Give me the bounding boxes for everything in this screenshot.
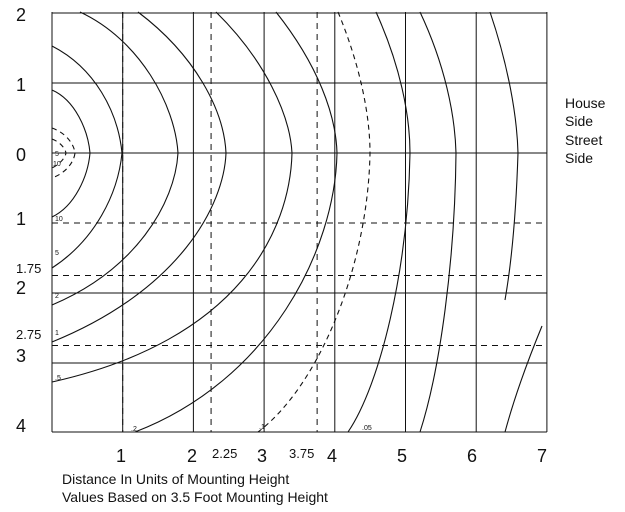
y-label-0: 0 (16, 145, 26, 165)
y-label-3: 3 (16, 346, 26, 366)
x-label-3-75: 3.75 (289, 446, 314, 461)
x-label-6: 6 (467, 446, 477, 466)
caption-line2: Values Based on 3.5 Foot Mounting Height (62, 489, 328, 505)
isolux-curves (51, 11, 543, 433)
isoline-05 (51, 11, 293, 383)
x-label-2-25: 2.25 (212, 446, 237, 461)
house-side-line2: Side (565, 113, 593, 129)
x-label-5: 5 (397, 446, 407, 466)
house-side-line1: House (565, 95, 606, 111)
isoline-outer-2 (489, 11, 519, 301)
isoline-02 (134, 11, 338, 433)
y-label-1: 1 (16, 209, 26, 229)
isoline-label-1: 1 (55, 330, 59, 337)
isoline-label-02: .2 (131, 426, 137, 433)
y-axis-labels: 2 1 0 1 1.75 2 2.75 3 4 (16, 5, 41, 436)
isoline-label-005: .05 (362, 425, 372, 432)
isoline-label-small-10: 10 (53, 161, 61, 168)
y-label-2: 2 (16, 278, 26, 298)
street-side-line2: Side (565, 150, 593, 166)
x-axis-labels: 1 2 2.25 3 3.75 4 5 6 7 (116, 446, 547, 466)
street-side-line1: Street (565, 132, 602, 148)
isoline-outer-1 (419, 11, 457, 433)
isoline-1 (51, 11, 227, 343)
y-label-1-75: 1.75 (16, 261, 41, 276)
isoline-labels: 5 10 10 5 2 1 .5 .2 .1 .05 (53, 151, 372, 433)
side-labels: House Side Street Side (565, 95, 606, 166)
y-label-2-75: 2.75 (16, 327, 41, 342)
isoline-5-small (51, 127, 76, 179)
isoline-10 (51, 89, 91, 218)
grid (51, 12, 548, 433)
caption: Distance In Units of Mounting Height Val… (62, 471, 328, 505)
isoline-label-5: 5 (55, 250, 59, 257)
isoline-label-01: .1 (259, 424, 265, 431)
x-label-2: 2 (187, 446, 197, 466)
x-label-1: 1 (116, 446, 126, 466)
y-label-neg1: 1 (16, 75, 26, 95)
isoline-label-2: 2 (55, 293, 59, 300)
caption-line1: Distance In Units of Mounting Height (62, 471, 289, 487)
isoline-10-small (51, 138, 67, 169)
y-label-neg2: 2 (16, 5, 26, 25)
isoline-2 (51, 11, 179, 306)
isoline-label-05: .5 (55, 375, 61, 382)
isoline-outer-3 (504, 325, 543, 433)
isoline-label-10: 10 (55, 216, 63, 223)
isoline-label-small-5: 5 (55, 151, 59, 158)
y-label-4: 4 (16, 416, 26, 436)
isoline-005 (347, 11, 411, 433)
x-label-4: 4 (327, 446, 337, 466)
isoline-5 (51, 45, 123, 269)
isoline-01 (257, 11, 371, 433)
x-label-3: 3 (257, 446, 267, 466)
x-label-7: 7 (537, 446, 547, 466)
